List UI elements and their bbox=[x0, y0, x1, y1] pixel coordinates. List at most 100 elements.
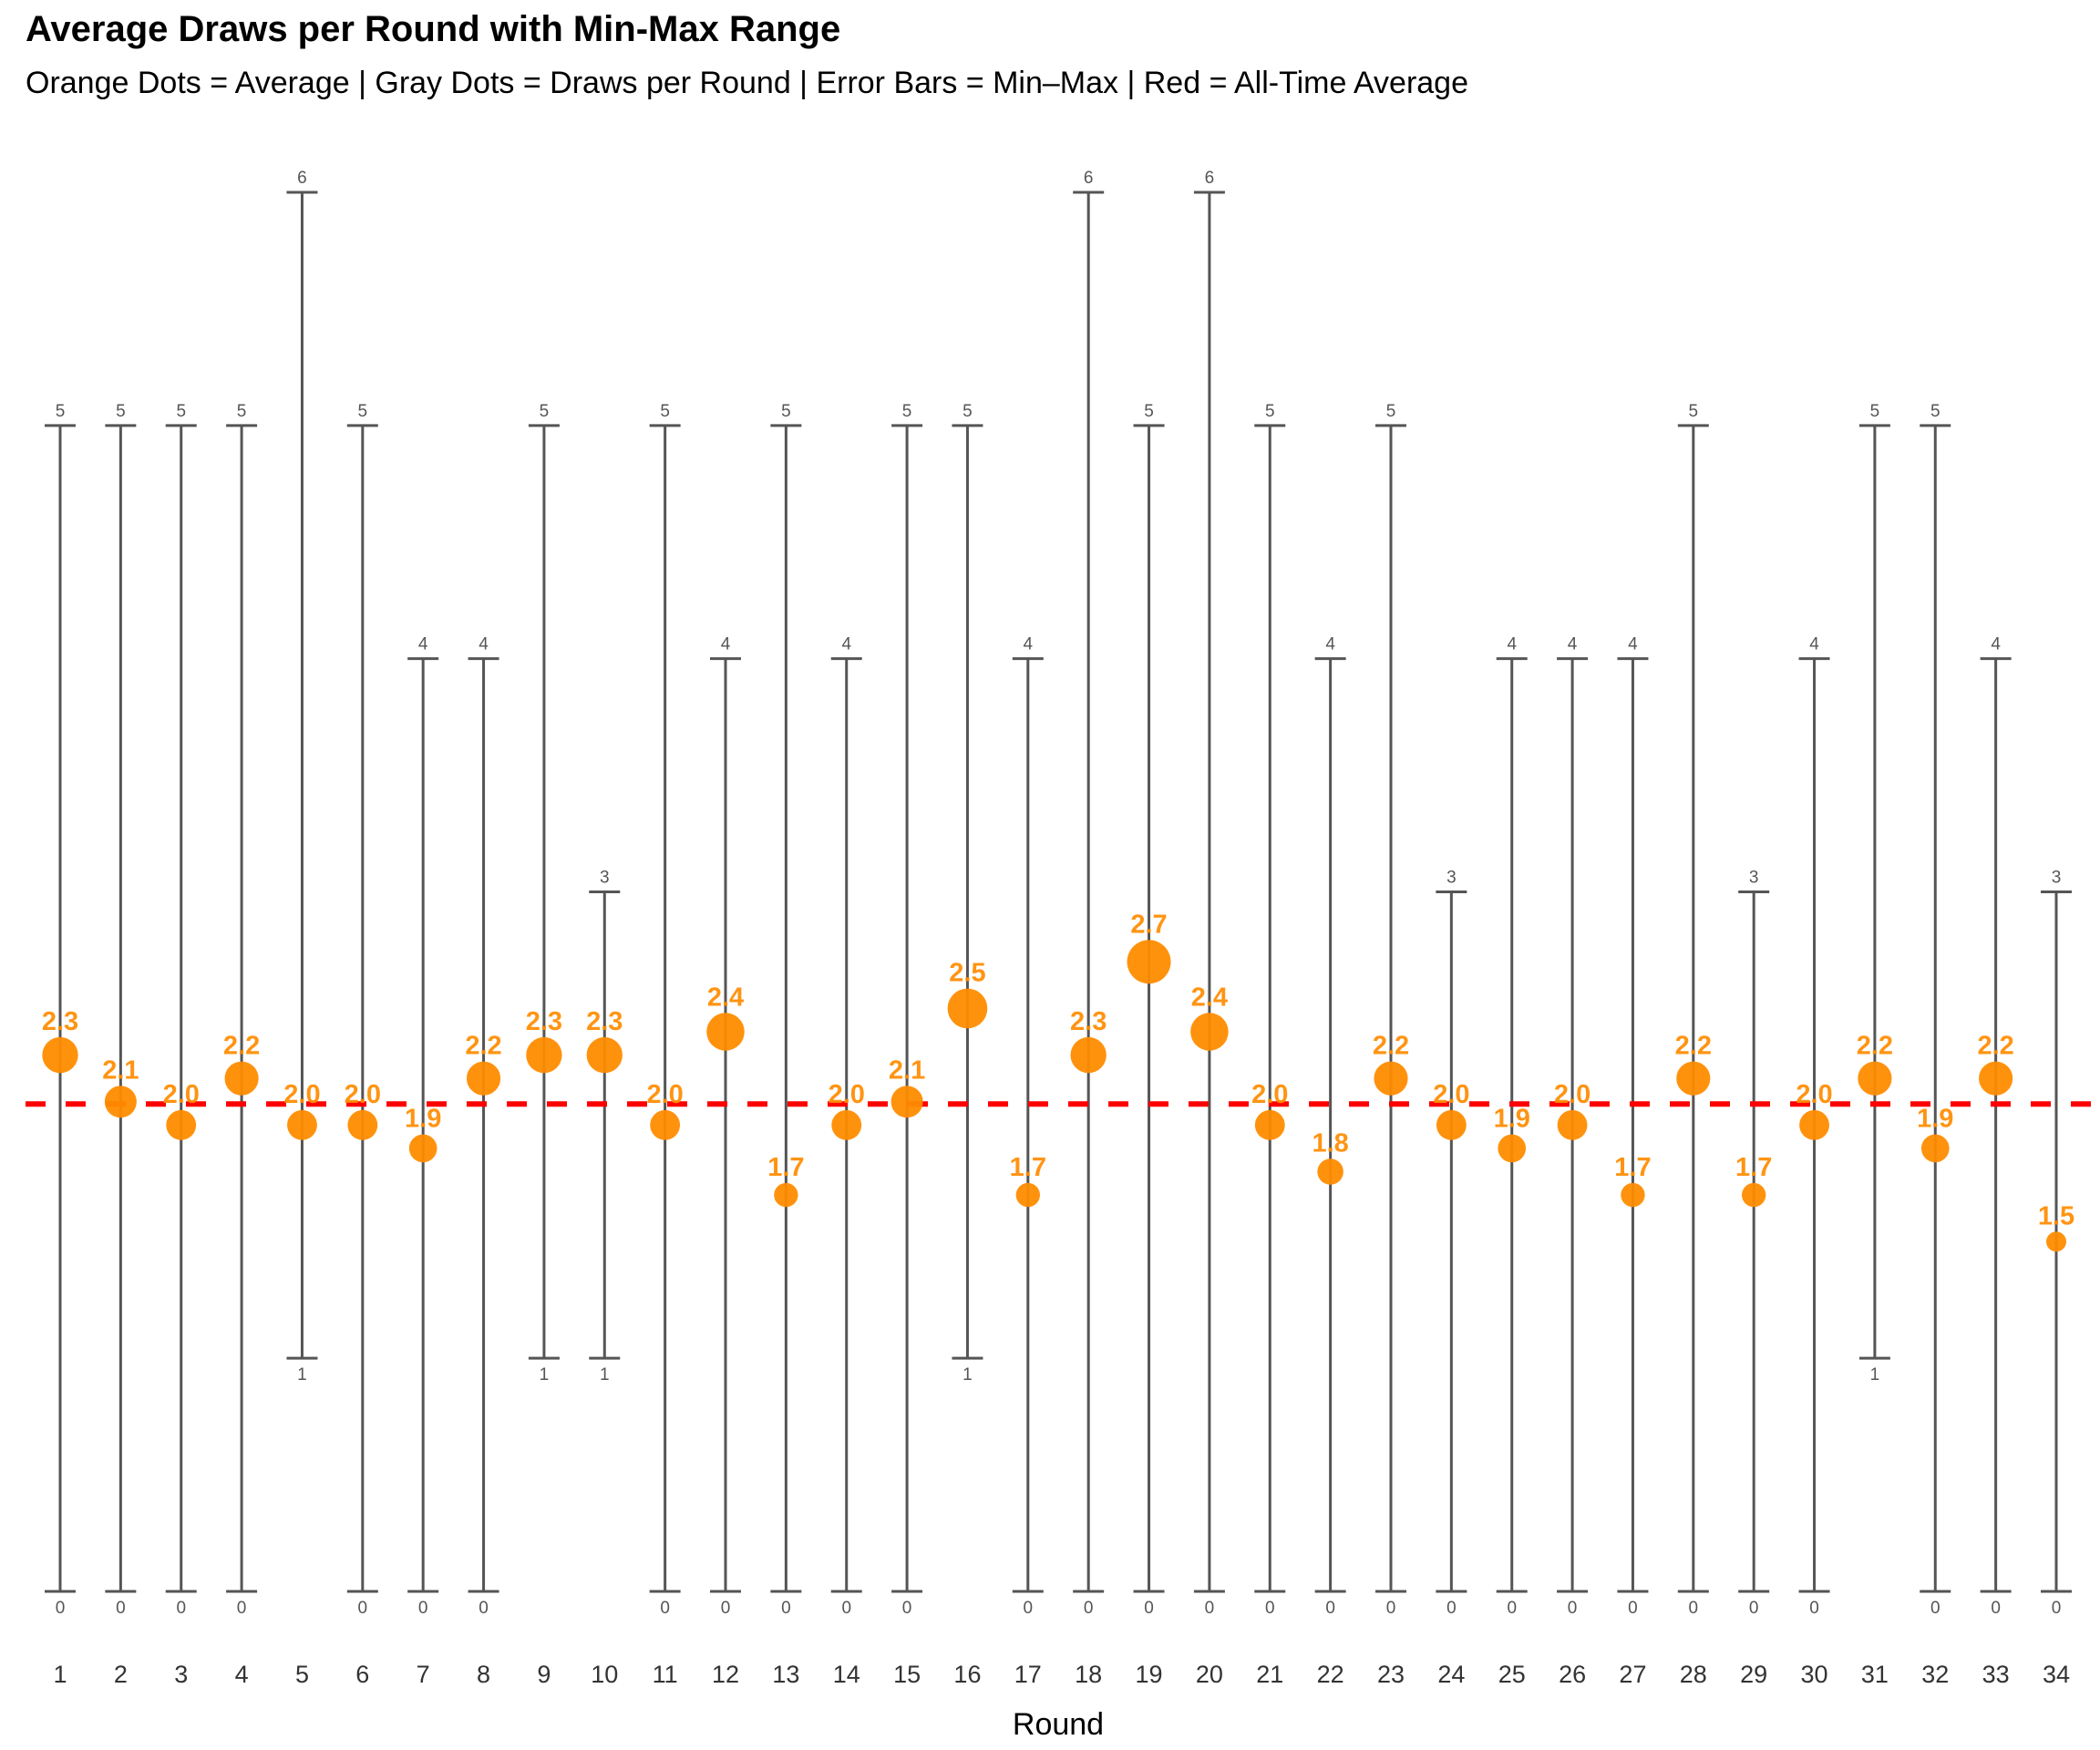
min-value-label: 0 bbox=[781, 1599, 791, 1618]
average-dot bbox=[466, 1061, 501, 1096]
x-tick-label: 18 bbox=[1075, 1661, 1102, 1688]
x-tick-label: 26 bbox=[1559, 1661, 1586, 1688]
max-value-label: 3 bbox=[1446, 869, 1457, 888]
average-value-label: 2.0 bbox=[283, 1080, 320, 1109]
average-dot bbox=[1676, 1061, 1711, 1096]
min-value-label: 1 bbox=[1870, 1365, 1880, 1385]
max-value-label: 5 bbox=[358, 402, 368, 421]
x-tick-label: 10 bbox=[591, 1661, 618, 1688]
x-tick-label: 23 bbox=[1377, 1661, 1405, 1688]
x-tick-label: 32 bbox=[1921, 1661, 1949, 1688]
average-dot bbox=[1254, 1109, 1285, 1140]
average-dot bbox=[1070, 1036, 1107, 1074]
average-dot bbox=[104, 1086, 137, 1118]
max-value-label: 6 bbox=[1205, 169, 1215, 188]
average-value-label: 2.0 bbox=[163, 1080, 200, 1109]
min-value-label: 1 bbox=[962, 1365, 973, 1385]
min-value-label: 0 bbox=[1084, 1599, 1094, 1618]
min-value-label: 0 bbox=[1628, 1599, 1638, 1618]
max-value-label: 5 bbox=[660, 402, 670, 421]
average-value-label: 2.0 bbox=[1796, 1080, 1832, 1109]
x-tick-label: 20 bbox=[1196, 1661, 1223, 1688]
max-value-label: 5 bbox=[116, 402, 126, 421]
x-tick-label: 21 bbox=[1256, 1661, 1283, 1688]
average-value-label: 1.7 bbox=[1735, 1153, 1772, 1182]
max-value-label: 4 bbox=[1507, 635, 1517, 654]
min-value-label: 0 bbox=[1568, 1599, 1578, 1618]
average-dots-group: 2.3 2.1 2.0 2.2 2.0 2.0 1.9 2.2 2.3 2.3 2.0 2.4 1.7 2… bbox=[42, 910, 2074, 1252]
max-value-label: 5 bbox=[962, 402, 973, 421]
max-value-label: 4 bbox=[1024, 635, 1034, 654]
min-value-label: 0 bbox=[116, 1599, 126, 1618]
x-tick-label: 1 bbox=[53, 1661, 67, 1688]
average-value-label: 2.0 bbox=[829, 1080, 865, 1109]
min-value-label: 0 bbox=[721, 1599, 731, 1618]
x-tick-label: 8 bbox=[477, 1661, 490, 1688]
max-value-label: 5 bbox=[1265, 402, 1275, 421]
max-value-label: 5 bbox=[237, 402, 247, 421]
min-value-label: 0 bbox=[902, 1599, 912, 1618]
max-value-label: 4 bbox=[841, 635, 851, 654]
average-dot bbox=[1979, 1061, 2013, 1096]
average-dot bbox=[408, 1134, 438, 1163]
max-value-label: 5 bbox=[1144, 402, 1154, 421]
average-value-label: 2.2 bbox=[1675, 1032, 1712, 1061]
min-value-label: 0 bbox=[1325, 1599, 1335, 1618]
max-value-label: 5 bbox=[902, 402, 912, 421]
average-value-label: 2.2 bbox=[1373, 1032, 1409, 1061]
average-value-label: 2.0 bbox=[646, 1080, 683, 1109]
chart-title: Average Draws per Round with Min-Max Ran… bbox=[26, 9, 841, 49]
x-tick-label: 17 bbox=[1014, 1661, 1042, 1688]
min-value-label: 0 bbox=[1991, 1599, 2001, 1618]
average-value-label: 2.7 bbox=[1130, 910, 1167, 939]
max-value-label: 4 bbox=[479, 635, 489, 654]
x-tick-label: 14 bbox=[833, 1661, 860, 1688]
x-axis-label: Round bbox=[1013, 1707, 1104, 1742]
average-dot bbox=[947, 988, 988, 1029]
average-dot bbox=[1621, 1182, 1645, 1208]
max-value-label: 5 bbox=[540, 402, 550, 421]
average-dot bbox=[1498, 1134, 1527, 1163]
average-dot bbox=[1920, 1134, 1950, 1163]
min-value-label: 0 bbox=[1809, 1599, 1819, 1618]
min-value-label: 0 bbox=[1024, 1599, 1034, 1618]
min-value-label: 1 bbox=[600, 1365, 610, 1385]
max-value-label: 5 bbox=[1689, 402, 1699, 421]
x-tick-label: 27 bbox=[1619, 1661, 1646, 1688]
x-tick-label: 6 bbox=[355, 1661, 369, 1688]
x-tick-label: 24 bbox=[1437, 1661, 1465, 1688]
x-tick-label: 22 bbox=[1317, 1661, 1344, 1688]
min-value-label: 0 bbox=[479, 1599, 489, 1618]
max-value-label: 5 bbox=[781, 402, 791, 421]
max-value-label: 5 bbox=[1870, 402, 1880, 421]
min-value-label: 1 bbox=[297, 1365, 307, 1385]
min-value-label: 1 bbox=[540, 1365, 550, 1385]
average-dot bbox=[166, 1109, 197, 1140]
average-value-label: 1.8 bbox=[1312, 1128, 1348, 1158]
average-value-label: 2.0 bbox=[1433, 1080, 1469, 1109]
average-value-label: 2.3 bbox=[526, 1007, 562, 1036]
x-tick-label: 33 bbox=[1982, 1661, 2010, 1688]
min-value-label: 0 bbox=[1507, 1599, 1517, 1618]
x-tick-label: 4 bbox=[235, 1661, 249, 1688]
average-dot bbox=[831, 1109, 862, 1140]
x-tick-label: 13 bbox=[772, 1661, 799, 1688]
max-value-label: 6 bbox=[1084, 169, 1094, 188]
max-value-label: 4 bbox=[721, 635, 731, 654]
min-value-label: 0 bbox=[1930, 1599, 1940, 1618]
average-value-label: 2.5 bbox=[949, 959, 985, 988]
min-value-label: 0 bbox=[1386, 1599, 1396, 1618]
average-value-label: 1.7 bbox=[767, 1153, 804, 1182]
average-value-label: 1.7 bbox=[1614, 1153, 1651, 1182]
min-value-label: 0 bbox=[2052, 1599, 2062, 1618]
max-value-label: 5 bbox=[1930, 402, 1940, 421]
average-dot bbox=[347, 1109, 378, 1140]
average-value-label: 2.1 bbox=[102, 1055, 139, 1085]
average-dot bbox=[1799, 1109, 1829, 1140]
average-dot bbox=[1317, 1158, 1343, 1185]
average-value-label: 2.3 bbox=[42, 1007, 78, 1036]
average-dot bbox=[890, 1086, 923, 1118]
x-tick-label: 34 bbox=[2043, 1661, 2070, 1688]
average-dot bbox=[1742, 1182, 1766, 1208]
min-value-label: 0 bbox=[1446, 1599, 1457, 1618]
